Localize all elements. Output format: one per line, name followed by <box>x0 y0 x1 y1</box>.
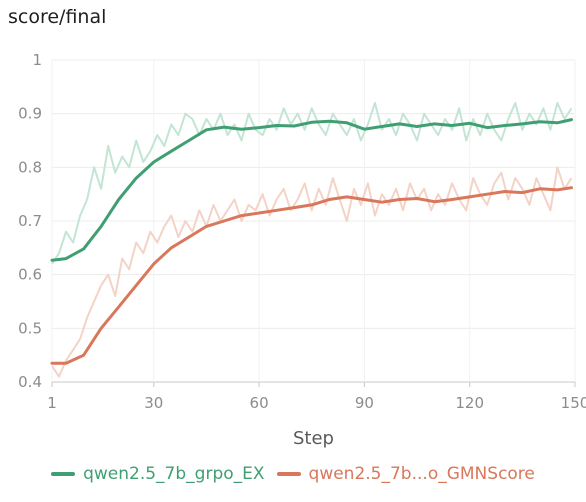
y-tick-label: 0.6 <box>18 266 42 284</box>
y-tick-label: 0.9 <box>18 105 42 123</box>
series-raw-line-2 <box>51 166 573 378</box>
x-axis-title: Step <box>293 428 334 449</box>
x-tick-label: 120 <box>455 394 484 412</box>
legend-item-1[interactable]: qwen2.5_7b_grpo_EX <box>51 464 265 484</box>
x-tick-label: 60 <box>250 394 269 412</box>
y-tick-label: 0.7 <box>18 212 42 230</box>
legend-swatch <box>51 472 76 476</box>
line-chart: 0.4 0.5 0.6 0.7 0.8 0.9 1 1 30 60 90 120 150 Step <box>18 51 586 449</box>
legend-label: qwen2.5_7b_grpo_EX <box>83 464 265 484</box>
legend-swatch <box>276 472 301 476</box>
tick-labels: 0.4 0.5 0.6 0.7 0.8 0.9 1 1 30 60 90 120 150 <box>18 51 586 412</box>
x-tick-label: 30 <box>144 394 163 412</box>
legend-label: qwen2.5_7b...o_GMNScore <box>308 464 535 484</box>
smoothed-series-lines <box>50 118 573 365</box>
y-tick-label: 0.4 <box>18 373 42 391</box>
chart-legend: qwen2.5_7b_grpo_EX qwen2.5_7b...o_GMNScor… <box>0 458 586 490</box>
y-tick-label: 1 <box>32 51 42 69</box>
y-tick-label: 0.8 <box>18 158 42 176</box>
x-tick-label: 150 <box>561 394 586 412</box>
raw-series-lines <box>51 101 573 378</box>
series-line-2[interactable] <box>50 186 573 365</box>
series-raw-line-1 <box>51 101 573 265</box>
x-tick-label: 1 <box>47 394 57 412</box>
grid-lines <box>51 59 576 387</box>
x-tick-label: 90 <box>355 394 374 412</box>
legend-item-2[interactable]: qwen2.5_7b...o_GMNScore <box>276 464 535 484</box>
series-line-1[interactable] <box>50 118 573 262</box>
y-tick-label: 0.5 <box>18 319 42 337</box>
chart-title: score/final <box>8 6 107 28</box>
